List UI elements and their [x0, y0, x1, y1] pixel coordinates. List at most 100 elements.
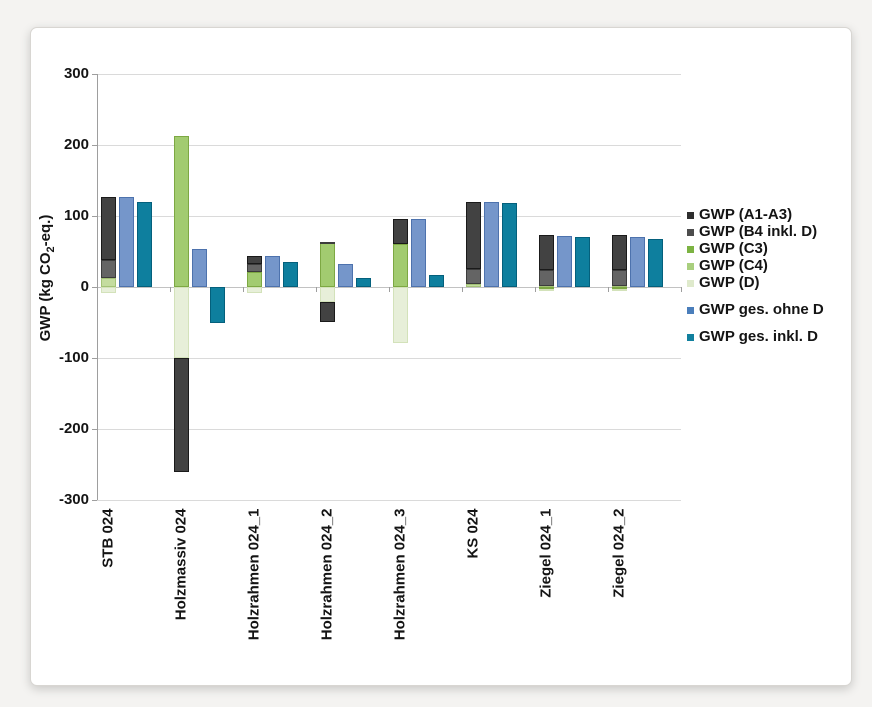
bar-segment-b4 [466, 269, 481, 285]
legend-swatch-ohne-icon [687, 306, 694, 314]
y-axis-tick [92, 73, 97, 75]
legend-swatch-c4-icon [687, 262, 694, 270]
x-axis-tick [461, 287, 463, 292]
gridline--200 [97, 428, 681, 430]
bar-segment-d [539, 289, 554, 292]
bar-segment-b4 [539, 269, 554, 286]
bar-segment-d [174, 287, 189, 358]
bar-segment-c4 [101, 278, 116, 287]
legend-item-c4: GWP (C4) [687, 257, 768, 275]
legend-swatch-c3-icon [687, 245, 694, 253]
bar-total-inkl [210, 287, 225, 323]
bar-segment-b4 [247, 264, 262, 273]
x-axis-tick [607, 287, 609, 292]
y-axis-tick [92, 286, 97, 288]
legend-label-b4: GWP (B4 inkl. D) [699, 223, 818, 240]
gridline-300 [97, 73, 681, 75]
y-tick-label: -200 [58, 420, 89, 437]
y-tick-label: -300 [58, 491, 89, 508]
legend-item-a1a3: GWP (A1-A3) [687, 206, 792, 224]
x-category-label: Holzmassiv 024 [172, 508, 190, 620]
bar-segment-c4 [466, 284, 481, 287]
legend-label-d: GWP (D) [699, 274, 760, 291]
bar-total-ohne [192, 249, 207, 287]
bar-total-inkl [502, 203, 517, 287]
legend-swatch-a1a3-icon [687, 211, 694, 219]
bar-segment-a1a3 [101, 196, 116, 261]
legend-item-b4: GWP (B4 inkl. D) [687, 223, 817, 241]
gridline-100 [97, 215, 681, 217]
bar-total-inkl [283, 262, 298, 287]
bar-segment-c3 [393, 243, 408, 287]
bar-segment-a1a3 [393, 218, 408, 244]
bar-total-inkl [648, 238, 663, 287]
legend-swatch-inkl-icon [687, 333, 694, 341]
x-axis-tick [680, 287, 682, 292]
legend-label-a1a3: GWP (A1-A3) [699, 206, 793, 223]
bar-total-inkl [356, 278, 371, 287]
x-category-label: Holzrahmen 024_2 [318, 508, 336, 640]
y-axis-title-subscript: 2 [45, 246, 57, 253]
legend-swatch-b4-icon [687, 228, 694, 236]
y-tick-label: 200 [63, 136, 89, 153]
legend-label-c4: GWP (C4) [699, 257, 768, 274]
bar-segment-c3 [174, 136, 189, 287]
bar-total-ohne [119, 196, 134, 287]
bar-segment-d [612, 289, 627, 292]
bar-total-ohne [411, 218, 426, 287]
legend-item-c3: GWP (C3) [687, 240, 768, 258]
bar-segment-d [247, 287, 262, 294]
y-axis-tick [92, 499, 97, 501]
x-axis-tick [242, 287, 244, 292]
y-axis-tick [92, 215, 97, 217]
legend-item-inkl: GWP ges. inkl. D [687, 328, 818, 346]
bar-segment-c3 [320, 242, 335, 287]
chart-plot: GWP (kg CO2-eq.) 300 200 100 0 -100 -200 -300 S… [31, 28, 851, 685]
x-axis-tick [96, 287, 98, 292]
x-category-label: Ziegel 024_2 [610, 508, 628, 598]
y-axis-tick [92, 144, 97, 146]
bar-total-inkl [429, 274, 444, 287]
y-tick-label: -100 [58, 349, 89, 366]
y-axis-tick [92, 428, 97, 430]
bar-segment-c3 [612, 287, 627, 290]
bar-segment-a1a3 [174, 358, 189, 472]
bar-segment-a1a3 [539, 235, 554, 270]
bar-segment-d [393, 287, 408, 344]
bar-segment-c3 [539, 287, 554, 290]
bar-total-ohne [265, 255, 280, 287]
y-axis-tick [92, 357, 97, 359]
x-axis-tick [534, 287, 536, 292]
bar-segment-a1a3 [320, 301, 335, 323]
bar-segment-a1a3 [247, 255, 262, 265]
gridline--100 [97, 357, 681, 359]
bar-total-inkl [137, 201, 152, 287]
legend-label-inkl: GWP ges. inkl. D [699, 328, 818, 345]
bar-segment-c3 [247, 272, 262, 287]
gridline-200 [97, 144, 681, 146]
x-category-label: STB 024 [99, 508, 117, 568]
y-tick-label: 300 [63, 65, 89, 82]
bar-total-inkl [575, 237, 590, 287]
y-tick-label: 100 [63, 207, 89, 224]
x-category-label: Holzrahmen 024_3 [391, 508, 409, 640]
legend-label-ohne: GWP ges. ohne D [699, 301, 824, 318]
bar-total-ohne [557, 235, 572, 287]
x-category-label: Ziegel 024_1 [537, 508, 555, 598]
x-axis-tick [388, 287, 390, 292]
legend-item-d: GWP (D) [687, 274, 760, 292]
bar-total-ohne [630, 237, 645, 287]
x-category-label: KS 024 [464, 508, 482, 559]
bar-segment-a1a3 [466, 201, 481, 270]
bar-segment-b4 [320, 241, 335, 244]
chart-card: GWP (kg CO2-eq.) 300 200 100 0 -100 -200 -300 S… [30, 27, 852, 686]
x-axis-tick [169, 287, 171, 292]
bar-segment-a1a3 [612, 235, 627, 270]
bar-segment-d [320, 287, 335, 302]
x-axis-tick [315, 287, 317, 292]
bar-segment-b4 [101, 260, 116, 279]
bar-total-ohne [338, 263, 353, 287]
legend-item-ohne: GWP ges. ohne D [687, 301, 824, 319]
legend-label-c3: GWP (C3) [699, 240, 768, 257]
